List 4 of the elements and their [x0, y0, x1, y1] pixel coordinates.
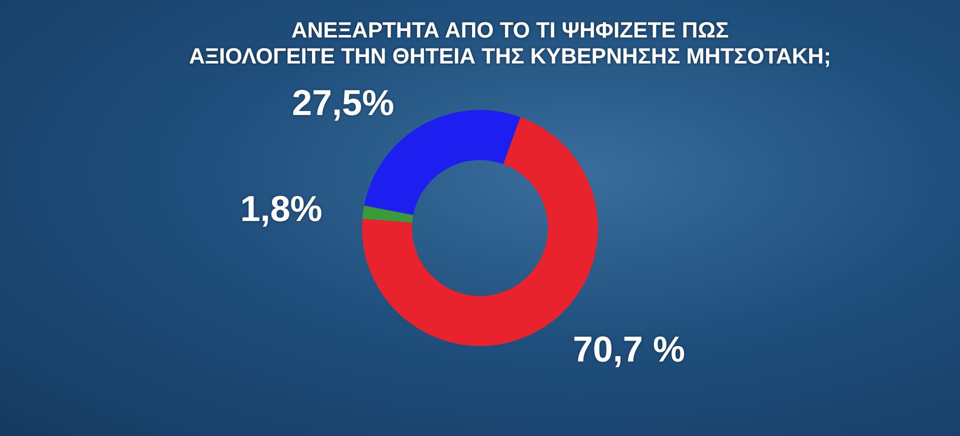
chart-title: ΑΝΕΞΑΡΤΗΤΑ ΑΠΟ ΤΟ ΤΙ ΨΗΦΙΖΕΤΕ ΠΩΣ ΑΞΙΟΛΟΓΕΙΤΕ ΤΗΝ ΘΗΤΕΙΑ ΤΗΣ ΚΥΒΕΡΝΗΣΗΣ ΜΗΤΣΟΤΑΚΗ;	[188, 18, 832, 68]
data-label: 27,5%	[292, 82, 394, 124]
data-label: 70,7 %	[572, 328, 685, 370]
data-label: 1,8%	[240, 188, 322, 230]
